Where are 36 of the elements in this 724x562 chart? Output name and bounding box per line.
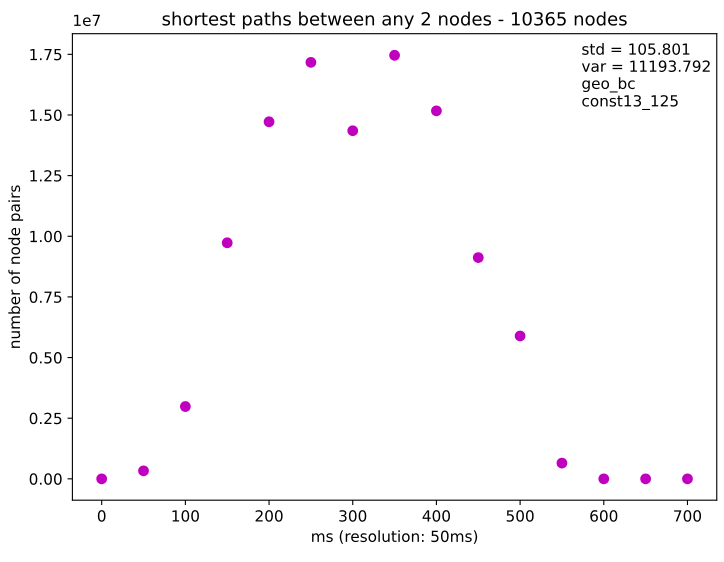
point xyxy=(682,473,693,484)
y-tick-label: 1.25 xyxy=(30,170,62,182)
x-tick-label: 400 xyxy=(422,510,450,522)
point xyxy=(556,458,568,468)
x-tick-label: 600 xyxy=(590,510,618,522)
text: 1e7 xyxy=(74,14,100,26)
annotation: std = 105.801 var = 11193.792 geo_bc const13_125 xyxy=(582,43,710,110)
x-tick-label: 700 xyxy=(674,510,702,522)
x-axis-title: ms (resolution: 50ms) xyxy=(312,530,478,544)
point xyxy=(389,50,400,61)
y-tick-label: 0.00 xyxy=(30,473,62,485)
chart-title: shortest paths between any 2 nodes - 10365 nodes xyxy=(162,12,627,30)
point xyxy=(222,237,233,248)
point xyxy=(598,473,610,484)
point xyxy=(472,252,484,263)
y-axis-title: number of node pairs xyxy=(8,185,24,348)
point xyxy=(306,56,316,68)
y-tick-label: 1.75 xyxy=(30,49,62,60)
y-tick-label: 1.00 xyxy=(30,230,62,242)
point xyxy=(431,105,442,116)
y-tick-label: 1.50 xyxy=(30,109,62,121)
point xyxy=(264,116,274,128)
x-tick-label: 100 xyxy=(172,510,199,522)
y-tick-label: 0.25 xyxy=(30,412,62,424)
point xyxy=(96,473,108,484)
x-tick-label: 500 xyxy=(506,510,534,522)
point xyxy=(514,330,526,342)
y-tick-label: 0.75 xyxy=(30,291,62,303)
y-tick-label: 0.50 xyxy=(30,352,62,364)
point xyxy=(180,401,191,412)
x-tick-label: 300 xyxy=(339,510,366,522)
x-tick-label: 200 xyxy=(256,510,283,522)
point xyxy=(347,125,358,136)
point xyxy=(138,465,149,476)
point xyxy=(640,473,652,484)
x-tick-label: 0 xyxy=(98,510,106,522)
